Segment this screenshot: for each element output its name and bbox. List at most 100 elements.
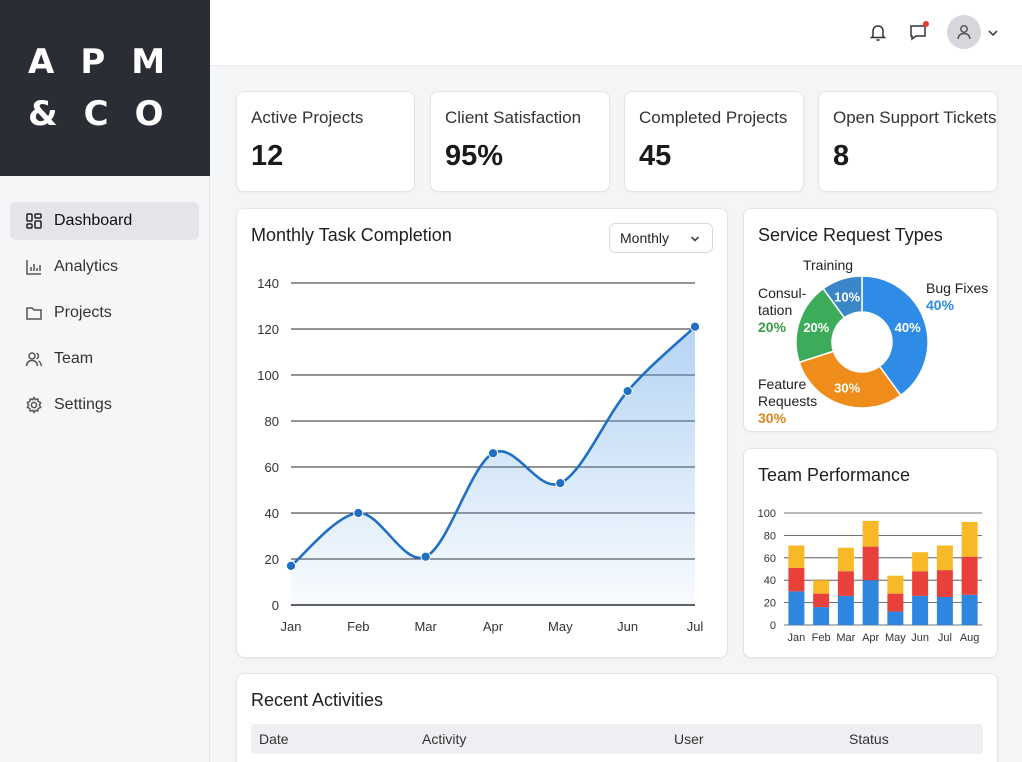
y-tick-label: 100 bbox=[257, 368, 279, 383]
y-tick-label: 40 bbox=[265, 506, 279, 521]
x-tick-label: Jun bbox=[911, 632, 929, 644]
bar-segment bbox=[837, 595, 854, 625]
area-fill bbox=[291, 326, 695, 605]
analytics-icon bbox=[24, 257, 44, 277]
x-tick-label: Jul bbox=[938, 632, 952, 644]
x-tick-label: Jun bbox=[617, 619, 638, 634]
activities-table-header: Date Activity User Status bbox=[251, 724, 983, 754]
slice-outer-percent: 20% bbox=[758, 319, 787, 335]
bar-segment bbox=[912, 552, 929, 572]
column-header-status[interactable]: Status bbox=[849, 731, 889, 747]
x-tick-label: Jul bbox=[687, 619, 704, 634]
user-icon bbox=[957, 25, 971, 40]
logo-line-2: &CO bbox=[28, 94, 190, 134]
donut-slice bbox=[822, 275, 863, 319]
column-header-activity[interactable]: Activity bbox=[422, 731, 467, 747]
dropdown-value: Monthly bbox=[620, 230, 670, 246]
stat-card-open-support-tickets: Open Support Tickets 8 bbox=[818, 91, 998, 192]
bar-segment bbox=[813, 607, 830, 625]
chevron-down-icon[interactable] bbox=[987, 26, 999, 38]
column-header-date[interactable]: Date bbox=[259, 731, 289, 747]
bar-segment bbox=[887, 593, 904, 612]
bar-segment bbox=[788, 545, 805, 568]
sidebar-item-dashboard[interactable]: Dashboard bbox=[10, 202, 199, 240]
folder-icon bbox=[24, 303, 44, 323]
logo-line-1: APM bbox=[28, 42, 192, 82]
bar-segment bbox=[862, 580, 879, 625]
slice-outer-label: Bug Fixes bbox=[926, 280, 988, 296]
y-tick-label: 60 bbox=[764, 553, 776, 565]
bar-segment bbox=[936, 545, 953, 571]
slice-percent-label: 40% bbox=[895, 320, 921, 335]
y-tick-label: 100 bbox=[758, 508, 776, 520]
x-tick-label: Jan bbox=[281, 619, 302, 634]
stacked-bar-chart: 0 20 40 60 80 100 Jan Feb Mar Apr May Jun Jul Aug bbox=[758, 508, 982, 644]
bar-segment bbox=[887, 575, 904, 594]
y-tick-label: 40 bbox=[764, 575, 776, 587]
sidebar-item-settings[interactable]: Settings bbox=[10, 386, 199, 424]
column-header-user[interactable]: User bbox=[674, 731, 704, 747]
sidebar-item-analytics[interactable]: Analytics bbox=[10, 248, 199, 286]
x-tick-label: Feb bbox=[347, 619, 369, 634]
y-tick-label: 120 bbox=[257, 322, 279, 337]
bar-segment bbox=[813, 580, 830, 594]
stat-value: 45 bbox=[639, 140, 672, 172]
x-tick-label: Mar bbox=[414, 619, 437, 634]
slice-outer-label: Feature bbox=[758, 376, 806, 392]
bar-segment bbox=[837, 571, 854, 596]
card-title: Team Performance bbox=[758, 465, 911, 485]
slice-outer-label: tation bbox=[758, 302, 792, 318]
bar-segment bbox=[862, 520, 879, 547]
x-tick-label: Mar bbox=[836, 632, 855, 644]
sidebar-item-label: Settings bbox=[54, 396, 112, 413]
bar-segment bbox=[961, 521, 978, 557]
bar-segment bbox=[936, 597, 953, 625]
stat-card-client-satisfaction: Client Satisfaction 95% bbox=[430, 91, 610, 192]
bar-segment bbox=[862, 546, 879, 581]
stat-value: 95% bbox=[445, 140, 504, 172]
gear-icon bbox=[24, 395, 44, 415]
avatar[interactable] bbox=[947, 15, 981, 49]
data-point bbox=[353, 507, 364, 519]
y-tick-label: 0 bbox=[770, 620, 776, 632]
stat-label: Open Support Tickets bbox=[833, 108, 997, 127]
bar-segment bbox=[837, 547, 854, 572]
card-title: Recent Activities bbox=[251, 690, 384, 710]
data-point bbox=[555, 478, 566, 489]
data-point bbox=[689, 321, 701, 332]
sidebar-item-team[interactable]: Team bbox=[10, 340, 199, 378]
stat-value: 12 bbox=[251, 140, 284, 172]
x-tick-label: May bbox=[885, 632, 906, 644]
line-chart: 0 20 40 60 80 100 120 140 Jan Feb Mar Apr May Jun Jul bbox=[257, 276, 704, 634]
x-tick-label: Aug bbox=[960, 632, 980, 644]
bell-icon[interactable] bbox=[866, 20, 890, 44]
y-tick-label: 80 bbox=[764, 530, 776, 542]
y-tick-label: 20 bbox=[265, 552, 279, 567]
sidebar-item-label: Team bbox=[54, 350, 94, 367]
bar-segment bbox=[788, 591, 805, 625]
message-icon[interactable] bbox=[906, 20, 930, 44]
stat-value: 8 bbox=[833, 140, 850, 172]
slice-outer-label: Requests bbox=[758, 393, 817, 409]
y-tick-label: 20 bbox=[764, 598, 776, 610]
sidebar-item-projects[interactable]: Projects bbox=[10, 294, 199, 332]
slice-outer-label: Training bbox=[803, 257, 853, 273]
team-performance-card: Team Performance 0 20 40 60 80 100 Jan Feb Mar Ap… bbox=[743, 448, 998, 658]
slice-outer-percent: 40% bbox=[926, 297, 955, 313]
period-dropdown[interactable]: Monthly bbox=[609, 223, 713, 253]
brand-logo[interactable]: APM &CO bbox=[0, 0, 210, 176]
sidebar: APM &CO Dashboard Analytics Projects Te bbox=[0, 0, 210, 762]
sidebar-nav: Dashboard Analytics Projects Team Settin… bbox=[0, 176, 209, 424]
sidebar-item-label: Analytics bbox=[54, 258, 119, 275]
dashboard-icon bbox=[24, 211, 44, 231]
chevron-down-icon bbox=[690, 236, 700, 242]
slice-percent-label: 10% bbox=[834, 289, 860, 304]
y-tick-label: 0 bbox=[272, 598, 279, 613]
data-point bbox=[420, 551, 431, 562]
stat-label: Active Projects bbox=[251, 108, 364, 127]
sidebar-item-label: Dashboard bbox=[54, 212, 133, 229]
card-title: Service Request Types bbox=[758, 225, 943, 245]
data-point bbox=[487, 448, 499, 459]
card-title: Monthly Task Completion bbox=[251, 225, 452, 245]
donut-slice bbox=[798, 350, 902, 409]
